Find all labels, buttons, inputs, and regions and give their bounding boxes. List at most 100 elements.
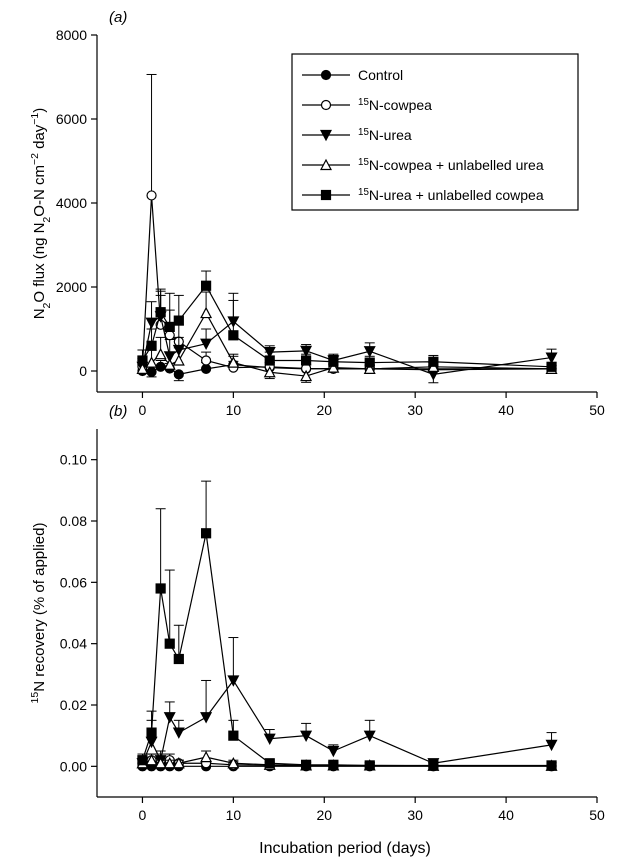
data-point: [363, 730, 376, 742]
y-axis-label: N2O flux (ng N2O-N cm−2 day−1): [29, 108, 53, 320]
data-point: [146, 190, 157, 201]
legend-label: 15N-cowpea + unlabelled urea: [358, 157, 544, 174]
data-point: [328, 759, 339, 770]
data-point: [227, 756, 240, 769]
data-point: [545, 352, 558, 364]
data-point: [228, 730, 239, 741]
x-tick-label: 40: [498, 402, 514, 418]
panel-a: 0 10 20 30 40 50 0 2000 4000 6000 8000 (a) N2O flux …: [29, 9, 605, 418]
data-point: [227, 675, 240, 687]
data-point: [145, 753, 158, 766]
data-point: [163, 358, 176, 370]
data-point: [173, 653, 184, 665]
data-point: [263, 733, 276, 746]
data-point: [263, 365, 276, 378]
data-point: [327, 361, 340, 373]
panel-label: (a): [109, 9, 127, 26]
x-tick-label: 30: [407, 402, 423, 418]
data-point: [428, 356, 439, 367]
series-4: [137, 270, 557, 372]
data-point: [172, 354, 185, 366]
data-point: [172, 756, 185, 769]
data-point: [163, 712, 176, 724]
legend-marker: [320, 129, 332, 142]
series-line: [141, 284, 552, 368]
legend-item: 15N-urea: [302, 127, 412, 144]
data-point: [200, 338, 213, 350]
data-point: [146, 366, 157, 377]
panel-label: (b): [109, 403, 127, 420]
y-tick-label: 0.00: [60, 758, 87, 774]
y-tick-label: 0.04: [60, 636, 87, 652]
legend-item: 15N-urea + unlabelled cowpea: [302, 187, 544, 204]
y-tick-label: 4000: [56, 195, 87, 211]
data-point: [200, 750, 213, 763]
data-point: [300, 355, 312, 366]
data-point: [546, 760, 557, 771]
x-axis-label: Incubation period (days): [259, 840, 431, 857]
series-2: [136, 637, 558, 770]
series-line: [141, 533, 552, 767]
y-tick-label: 0.10: [60, 452, 87, 468]
data-point: [200, 363, 212, 374]
legend-marker: [320, 189, 332, 201]
data-point: [172, 727, 185, 739]
x-tick-label: 10: [226, 402, 242, 418]
series-4: [137, 480, 557, 771]
data-point: [227, 356, 240, 368]
data-point: [155, 583, 166, 594]
data-point: [136, 362, 149, 374]
x-tick-label: 40: [498, 807, 514, 823]
data-point: [145, 317, 158, 329]
legend-marker: [320, 69, 332, 81]
data-point: [173, 369, 184, 380]
legend-item: 15N-cowpea + unlabelled urea: [302, 157, 544, 174]
x-tick-label: 50: [589, 402, 605, 418]
data-point: [363, 346, 376, 358]
legend-label: 15N-urea + unlabelled cowpea: [358, 187, 544, 204]
legend-item: 15N-cowpea: [302, 97, 432, 114]
data-point: [137, 355, 148, 366]
data-point: [428, 760, 439, 771]
legend: Control 15N-cowpea 15N-urea 15N-cowpea + un…: [291, 53, 579, 211]
data-point: [146, 727, 157, 738]
data-point: [300, 369, 313, 382]
data-point: [228, 330, 239, 341]
data-point: [155, 361, 166, 372]
y-tick-label: 8000: [56, 27, 87, 43]
data-point: [200, 355, 212, 366]
data-point: [200, 280, 212, 291]
data-point: [363, 362, 376, 374]
data-point: [264, 758, 275, 769]
legend-label: 15N-urea: [358, 127, 412, 144]
legend-marker: [320, 158, 332, 171]
x-tick-label: 30: [407, 807, 423, 823]
data-point: [164, 638, 175, 649]
x-tick-label: 50: [589, 807, 605, 823]
data-point: [200, 306, 213, 319]
data-point: [154, 347, 167, 360]
data-point: [163, 756, 176, 769]
data-point: [164, 330, 175, 341]
legend-item: Control: [302, 67, 403, 83]
data-point: [173, 315, 184, 326]
y-tick-label: 0.08: [60, 513, 87, 529]
x-tick-label: 20: [316, 402, 332, 418]
y-tick-label: 6000: [56, 111, 87, 127]
data-point: [300, 730, 313, 742]
data-point: [327, 745, 340, 758]
y-tick-label: 0: [79, 363, 87, 379]
data-point: [145, 356, 158, 368]
x-tick-label: 20: [316, 807, 332, 823]
data-point: [364, 357, 375, 368]
y-tick-label: 0.02: [60, 697, 87, 713]
panel-b: 0 10 20 30 40 50 0.00 0.02 0.04 0.06 0.08 0.10 (b) 15…: [29, 403, 605, 823]
data-point: [264, 355, 275, 366]
data-point: [328, 356, 339, 367]
legend-label: 15N-cowpea: [358, 97, 432, 114]
data-point: [146, 340, 157, 351]
y-tick-label: 2000: [56, 279, 87, 295]
legend-marker: [320, 99, 332, 111]
data-point: [164, 321, 175, 332]
data-point: [364, 760, 375, 771]
